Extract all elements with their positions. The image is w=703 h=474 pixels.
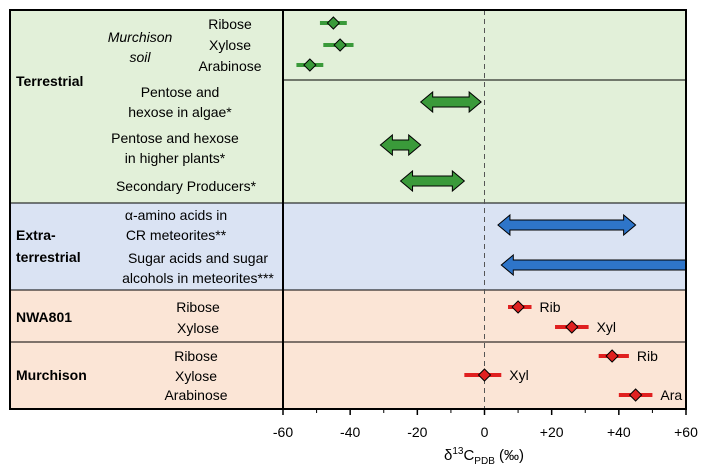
x-tick-label-4: +20 bbox=[540, 424, 564, 440]
point-tag-mur-arabinose: Ara bbox=[660, 387, 682, 403]
row-label-higher-plants-line1: Pentose and hexose bbox=[111, 130, 239, 146]
row-label-amino-acids-line1: α-amino acids in bbox=[125, 207, 227, 223]
row-label-secondary: Secondary Producers* bbox=[116, 178, 257, 194]
range-arrow-algae bbox=[419, 90, 482, 114]
point-marker-mur-arabinose bbox=[628, 388, 643, 402]
meteorite-band bbox=[10, 290, 686, 409]
group-label-extraterrestrial-line2: terrestrial bbox=[16, 249, 81, 265]
row-label-nwa-ribose: Ribose bbox=[176, 299, 220, 315]
point-tag-nwa-ribose: Rib bbox=[540, 299, 561, 315]
point-marker-soil-xylose bbox=[333, 38, 347, 52]
x-tick-label-6: +60 bbox=[674, 424, 698, 440]
point-marker-nwa-xylose bbox=[565, 320, 579, 334]
row-label-algae-line2: hexose in algae* bbox=[128, 104, 232, 120]
point-marker-soil-ribose bbox=[326, 16, 341, 30]
x-tick-label-3: 0 bbox=[481, 424, 489, 440]
range-arrow-amino-acids bbox=[497, 213, 637, 237]
plot-marks: Rib Xyl Rib Xyl Ara bbox=[296, 16, 687, 403]
terrestrial-band bbox=[10, 10, 686, 203]
group-label-murchison: Murchison bbox=[16, 367, 87, 383]
outer-frame bbox=[9, 9, 687, 410]
row-label-soil-arabinose: Arabinose bbox=[198, 58, 261, 74]
x-axis-label-sup: 13 bbox=[452, 446, 464, 457]
row-label-mur-ribose: Ribose bbox=[174, 348, 218, 364]
x-tick-label-5: +40 bbox=[607, 424, 631, 440]
point-tag-mur-xylose: Xyl bbox=[509, 367, 528, 383]
point-marker-mur-xylose bbox=[477, 368, 492, 382]
range-arrow-secondary bbox=[399, 169, 466, 193]
group-label-extraterrestrial-line1: Extra- bbox=[16, 227, 56, 243]
range-arrow-higher-plants bbox=[379, 133, 422, 157]
row-label-higher-plants-line2: in higher plants* bbox=[125, 150, 226, 166]
point-tag-nwa-xylose: Xyl bbox=[597, 319, 616, 335]
x-tick-label-0: -60 bbox=[273, 424, 293, 440]
murchison-soil-label-line2: soil bbox=[129, 49, 151, 65]
point-marker-mur-ribose bbox=[605, 349, 619, 363]
x-axis-label-prefix: δ bbox=[444, 447, 452, 464]
x-axis-label-suffix: (‰) bbox=[495, 447, 524, 464]
row-label-sugar-acids-line1: Sugar acids and sugar bbox=[128, 250, 268, 266]
x-axis-ticks: -60 -40 -20 0 +20 +40 +60 bbox=[273, 409, 698, 440]
row-label-mur-xylose: Xylose bbox=[175, 368, 217, 384]
row-label-soil-xylose: Xylose bbox=[209, 37, 251, 53]
group-label-terrestrial: Terrestrial bbox=[16, 73, 83, 89]
x-tick-label-1: -40 bbox=[340, 424, 360, 440]
point-tag-mur-ribose: Rib bbox=[637, 348, 658, 364]
extraterrestrial-band bbox=[10, 203, 686, 290]
row-label-soil-ribose: Ribose bbox=[208, 16, 252, 32]
x-axis-label-main: C bbox=[463, 447, 474, 464]
row-label-amino-acids-line2: CR meteorites** bbox=[126, 227, 227, 243]
row-label-sugar-acids-line2: alcohols in meteorites*** bbox=[122, 270, 274, 286]
point-marker-soil-arabinose bbox=[303, 58, 317, 72]
row-label-algae-line1: Pentose and bbox=[141, 84, 220, 100]
x-tick-label-2: -20 bbox=[407, 424, 427, 440]
x-axis-label-sub: PDB bbox=[474, 456, 495, 467]
group-label-nwa801: NWA801 bbox=[16, 309, 72, 325]
murchison-soil-label-line1: Murchison bbox=[108, 29, 173, 45]
row-label-nwa-xylose: Xylose bbox=[177, 320, 219, 336]
row-label-mur-arabinose: Arabinose bbox=[164, 387, 227, 403]
x-axis-label: δ13CPDB (‰) bbox=[444, 446, 524, 467]
point-marker-nwa-ribose bbox=[511, 300, 525, 314]
